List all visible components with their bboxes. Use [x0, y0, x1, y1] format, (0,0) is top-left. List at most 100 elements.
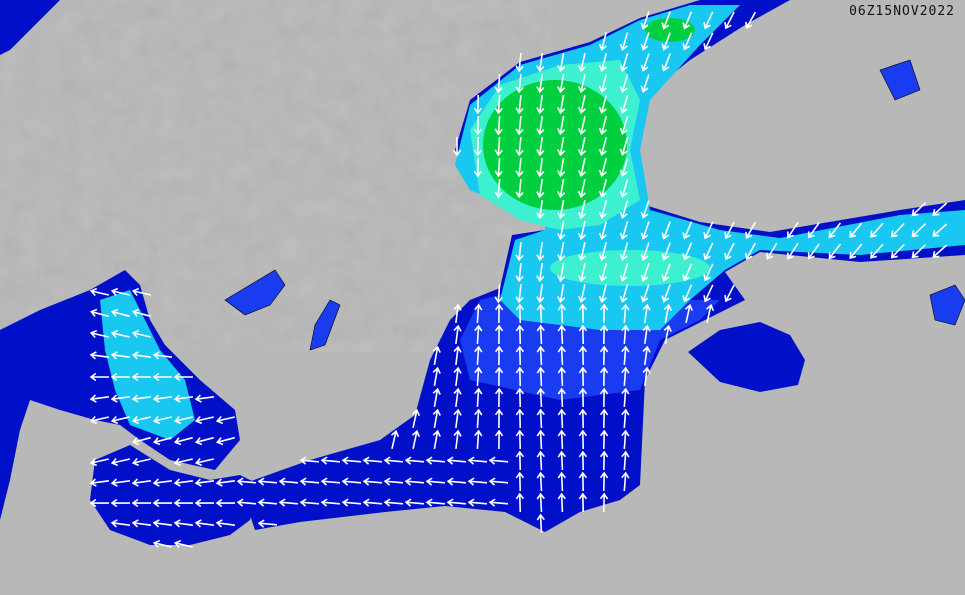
wave-direction-arrow [577, 179, 587, 199]
wave-direction-arrow [152, 415, 172, 425]
wave-direction-arrow [515, 73, 524, 94]
wave-direction-arrow [411, 429, 421, 449]
wave-direction-arrow [131, 415, 151, 425]
wave-direction-arrow [536, 178, 545, 199]
wave-direction-arrow [557, 242, 566, 262]
wave-direction-arrow [703, 32, 714, 51]
wave-direction-arrow [110, 287, 130, 297]
lake-vanern [224, 269, 286, 316]
wave-direction-arrow [703, 284, 714, 303]
wave-direction-arrow [724, 221, 735, 240]
wave-direction-arrow [131, 498, 152, 508]
wave-direction-arrow [745, 242, 757, 261]
wave-direction-arrow [619, 242, 629, 261]
wave-direction-arrow [619, 200, 629, 219]
wave-direction-arrow [557, 471, 566, 492]
wave-direction-arrow [578, 366, 588, 387]
wave-direction-arrow [236, 477, 257, 486]
wave-direction-arrow [557, 74, 566, 94]
wave-direction-arrow [131, 457, 151, 467]
wave-direction-arrow [515, 450, 525, 471]
wave-direction-arrow [536, 157, 545, 178]
wave-direction-arrow [536, 94, 545, 115]
wave-direction-arrow [557, 284, 566, 304]
wave-direction-arrow [745, 11, 757, 30]
wave-direction-arrow [577, 116, 587, 136]
wave-direction-arrow [599, 471, 609, 492]
wave-direction-arrow [598, 242, 608, 262]
wave-direction-arrow [473, 136, 483, 157]
wave-direction-arrow [173, 457, 193, 467]
wave-direction-arrow [473, 157, 483, 178]
wave-direction-arrow [703, 242, 714, 261]
wave-direction-arrow [494, 324, 504, 345]
wave-direction-arrow [432, 387, 441, 407]
wave-direction-arrow [599, 408, 609, 429]
wave-direction-arrow [578, 492, 588, 513]
wave-direction-arrow [474, 366, 483, 387]
wave-direction-arrow [473, 94, 483, 115]
gulf-of-finland-aqua [550, 250, 710, 286]
wave-direction-arrow [215, 436, 235, 446]
wave-direction-arrow [598, 158, 608, 178]
wave-direction-arrow [173, 415, 193, 425]
wave-direction-arrow [598, 179, 608, 199]
wave-direction-arrow [890, 243, 905, 259]
wave-direction-arrow [598, 116, 608, 136]
lake-onega [879, 59, 921, 101]
wave-direction-arrow [494, 387, 504, 408]
wave-direction-arrow [599, 324, 609, 345]
wave-direction-arrow [89, 287, 109, 297]
wave-direction-arrow [642, 366, 651, 387]
wave-direction-arrow [536, 73, 545, 94]
wave-direction-arrow [515, 345, 525, 366]
wave-direction-arrow [682, 221, 693, 240]
wave-direction-arrow [557, 95, 566, 115]
forecast-timestamp: 06Z15NOV2022 [849, 4, 955, 19]
wave-direction-arrow [432, 366, 441, 386]
skagerrak-cyan [100, 290, 195, 440]
wave-direction-arrow [110, 329, 130, 339]
wave-direction-arrow [152, 394, 173, 403]
wave-direction-arrow [640, 74, 650, 93]
wave-direction-arrow [152, 436, 172, 446]
wave-direction-arrow [194, 394, 215, 403]
wave-direction-arrow [215, 519, 236, 528]
wave-direction-arrow [341, 456, 362, 465]
wave-direction-arrow [173, 372, 194, 382]
wave-direction-arrow [557, 53, 566, 73]
wave-direction-arrow [257, 519, 278, 528]
wave-direction-arrow [452, 136, 462, 157]
wave-direction-arrow [786, 243, 799, 260]
wave-direction-arrow [515, 157, 524, 178]
wave-direction-arrow [911, 244, 927, 259]
wave-direction-arrow [488, 477, 509, 486]
wave-direction-arrow [299, 456, 320, 465]
wave-direction-arrow [89, 498, 110, 508]
wave-direction-arrow [577, 242, 587, 262]
lake-ladoga [929, 284, 965, 326]
wave-direction-arrow [640, 221, 650, 240]
wave-direction-arrow [621, 408, 630, 429]
wave-direction-arrow [557, 179, 566, 199]
wave-direction-arrow [432, 408, 441, 428]
wave-direction-arrow [488, 456, 509, 465]
wave-direction-arrow [411, 408, 421, 428]
wave-direction-arrow [619, 284, 629, 303]
wave-direction-arrow [515, 136, 524, 157]
wave-direction-arrow [577, 263, 587, 283]
wave-direction-arrow [89, 394, 110, 403]
wave-direction-arrow [110, 519, 131, 528]
wave-arrows [89, 11, 948, 549]
norwegian-sea [0, 0, 60, 55]
terrain-shading [0, 0, 500, 320]
wave-direction-arrow [640, 53, 650, 72]
wave-direction-arrow [536, 513, 545, 534]
wave-direction-arrow [536, 199, 545, 220]
wave-direction-arrow [599, 366, 609, 387]
wave-direction-arrow [131, 478, 152, 487]
wave-direction-arrow [621, 345, 630, 366]
wave-direction-arrow [341, 498, 362, 507]
